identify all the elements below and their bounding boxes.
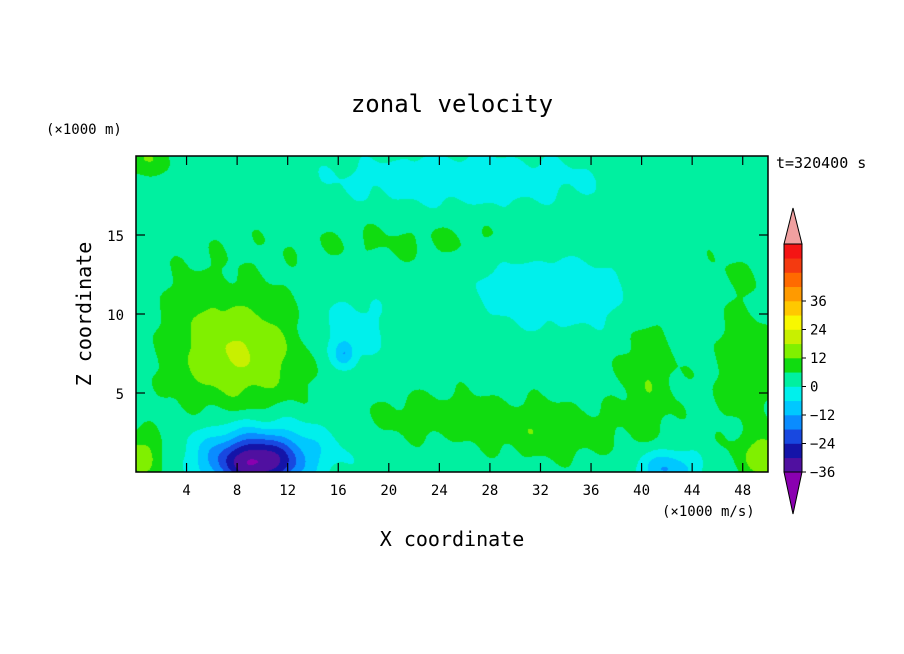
colorbar-label: 0 [810,380,818,396]
colorbar-segment [784,343,802,359]
x-axis-ticks: 4 8 12 16 20 24 28 32 36 40 44 48 [182,156,751,499]
y-unit-label: (×1000 m) [46,122,122,138]
y-tick-label: 10 [107,308,124,324]
x-tick-label: 20 [380,483,397,499]
x-tick-label: 40 [633,483,650,499]
colorbar-arrow-bottom [783,471,803,515]
x-tick-label: 28 [481,483,498,499]
y-tick-label: 15 [107,229,124,245]
colorbar-segment [784,386,802,402]
colorbar-segment [784,372,802,387]
colorbar-segment [784,358,802,373]
colorbar: 36 24 12 0 −12 −24 −36 [783,207,835,515]
colorbar-segment [784,272,802,288]
colorbar-segment [784,244,802,259]
colorbar-segment [784,400,802,416]
x-tick-label: 36 [583,483,600,499]
x-axis-title: X coordinate [380,527,525,551]
x-tick-label: 12 [279,483,296,499]
colorbar-segment [784,457,802,473]
colorbar-segment [784,258,802,273]
colorbar-segment [784,315,802,330]
colorbar-segment [784,301,802,316]
colorbar-label: 36 [810,294,827,310]
colorbar-segment [784,429,802,444]
velocity-field [136,156,768,472]
x-unit-label: (×1000 m/s) [662,504,755,520]
y-tick-label: 5 [116,387,124,403]
x-tick-label: 8 [233,483,241,499]
colorbar-label: −12 [810,408,835,424]
x-tick-label: 4 [182,483,190,499]
x-tick-label: 24 [431,483,448,499]
colorbar-label: 24 [810,323,827,339]
colorbar-segment [784,329,802,345]
colorbar-segment [784,443,802,459]
colorbar-arrow-top [783,207,803,245]
y-axis-ticks: 5 10 15 [107,229,768,403]
colorbar-label: 12 [810,351,827,367]
x-tick-label: 16 [330,483,347,499]
y-axis-title: Z coordinate [72,242,96,387]
x-tick-label: 48 [734,483,751,499]
time-label: t=320400 s [776,154,866,172]
chart-title: zonal velocity [351,90,553,118]
colorbar-segment [784,415,802,430]
colorbar-label: −24 [810,437,835,453]
x-tick-label: 44 [684,483,701,499]
colorbar-segment [784,286,802,302]
x-tick-label: 32 [532,483,549,499]
colorbar-label: −36 [810,465,835,481]
